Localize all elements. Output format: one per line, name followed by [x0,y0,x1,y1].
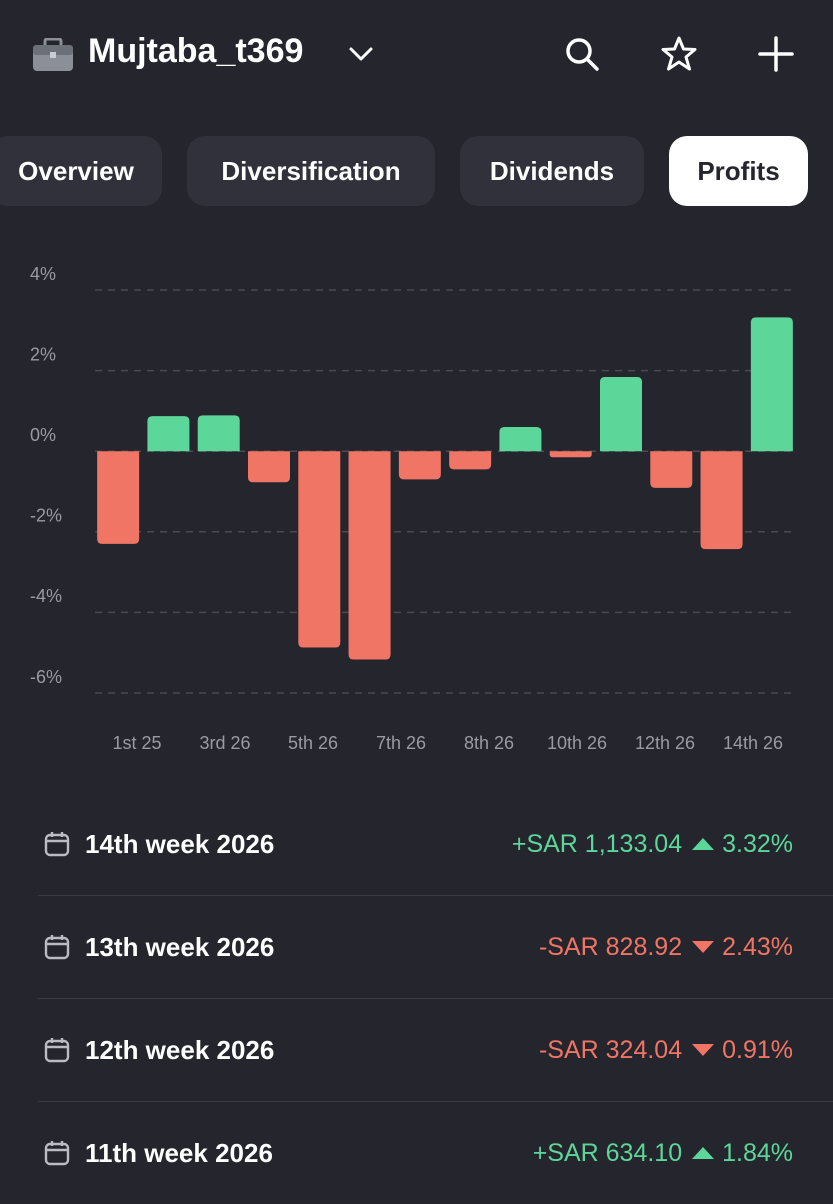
x-tick-label: 10th 26 [547,733,607,753]
calendar-body [44,1039,70,1063]
x-tick-label: 1st 25 [112,733,161,753]
bar [197,415,240,452]
bar [499,427,542,452]
calendar-body [44,936,70,960]
direction-arrow [692,838,715,850]
calendar-body [44,833,70,857]
week-row[interactable]: 11th week 2026 +SAR 634.10 1.84% [38,1102,833,1204]
week-title: 13th week 2026 [85,931,275,962]
tab[interactable]: Overview [0,136,162,206]
chevron-down[interactable] [347,44,375,64]
direction-arrow [692,1147,715,1159]
bar [147,416,190,452]
calendar-icon [44,1038,70,1063]
bar [348,451,391,660]
arrow [692,941,715,953]
y-tick-label: -6% [30,667,62,687]
arrow [692,838,715,850]
x-tick-label: 7th 26 [376,733,426,753]
arrow [692,1044,715,1056]
bar [398,451,441,480]
amount: -SAR 324.04 [538,1035,683,1064]
week-change: -SAR 828.92 2.43% [539,933,793,962]
amount: -SAR 828.92 [538,932,683,961]
arrow [692,1147,715,1159]
y-tick-label: -2% [30,506,62,526]
bar [298,451,341,648]
week-row[interactable]: 12th week 2026 -SAR 324.04 0.91% [38,999,833,1102]
y-tick-label: 0% [30,425,56,445]
direction-arrow [692,941,715,953]
y-tick-label: 4% [30,264,56,284]
week-row[interactable]: 14th week 2026 +SAR 1,133.04 3.32% [38,793,833,896]
calendar-body [44,1142,70,1166]
week-title: 11th week 2026 [85,1137,273,1168]
tab[interactable]: Dividends [460,136,644,206]
percent: 1.84% [722,1138,793,1167]
percent: 2.43% [722,932,793,961]
direction-arrow [692,1044,715,1056]
calendar-icon [44,935,70,960]
amount: +SAR 1,133.04 [511,829,683,858]
percent: 0.91% [722,1035,793,1064]
x-tick-label: 3rd 26 [199,733,250,753]
bar [700,451,743,550]
tab[interactable]: Profits [669,136,808,206]
bar [449,451,492,470]
week-title: 12th week 2026 [85,1034,275,1065]
x-tick-label: 14th 26 [723,733,783,753]
amount: +SAR 634.10 [532,1138,683,1167]
bar [650,451,693,488]
calendar-icon [44,1141,70,1166]
tab[interactable]: Diversification [187,136,435,206]
week-title: 14th week 2026 [85,828,275,859]
search-button[interactable] [564,36,600,72]
calendar-icon [44,832,70,857]
star-button[interactable] [660,35,698,73]
tab-bar: Overview Diversification Dividends Profits [0,136,833,206]
week-change: +SAR 1,133.04 3.32% [512,830,793,859]
x-tick-label: 5th 26 [288,733,338,753]
week-change: -SAR 324.04 0.91% [539,1036,793,1065]
y-tick-label: -4% [30,586,62,606]
x-tick-label: 8th 26 [464,733,514,753]
bar [549,451,592,458]
chart: -6% -4% -2% 0% 2% 4% 1st 25 3rd 26 5th 26 7th 26 8… [30,264,795,753]
bar [750,317,793,452]
bar [600,377,642,452]
bar [97,451,140,544]
x-tick-label: 12th 26 [635,733,695,753]
weekly-profits-list: 14th week 2026 +SAR 1,133.04 3.32% 13th wee… [38,793,833,1204]
y-tick-label: 2% [30,344,56,364]
account-name[interactable]: Mujtaba_t369 [88,32,304,70]
bar [248,451,290,483]
percent: 3.32% [722,829,793,858]
week-row[interactable]: 13th week 2026 -SAR 828.92 2.43% [38,896,833,999]
week-change: +SAR 634.10 1.84% [533,1139,793,1168]
briefcase-icon [33,38,73,71]
header: Mujtaba_t369 [0,0,833,110]
add-button[interactable] [758,36,794,72]
